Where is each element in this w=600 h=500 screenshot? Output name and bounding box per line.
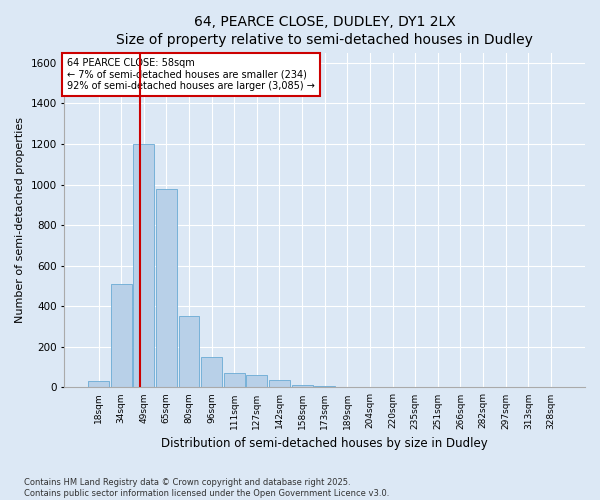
Bar [111,284,131,388]
Bar [247,376,267,388]
Bar [156,188,177,388]
Bar [224,373,245,388]
Y-axis label: Number of semi-detached properties: Number of semi-detached properties [15,117,25,323]
Bar [292,386,313,388]
Title: 64, PEARCE CLOSE, DUDLEY, DY1 2LX
Size of property relative to semi-detached hou: 64, PEARCE CLOSE, DUDLEY, DY1 2LX Size o… [116,15,533,48]
Bar [133,144,154,388]
Bar [88,382,109,388]
Bar [201,357,222,388]
X-axis label: Distribution of semi-detached houses by size in Dudley: Distribution of semi-detached houses by … [161,437,488,450]
Bar [314,386,335,388]
Text: Contains HM Land Registry data © Crown copyright and database right 2025.
Contai: Contains HM Land Registry data © Crown c… [24,478,389,498]
Text: 64 PEARCE CLOSE: 58sqm
← 7% of semi-detached houses are smaller (234)
92% of sem: 64 PEARCE CLOSE: 58sqm ← 7% of semi-deta… [67,58,315,91]
Bar [179,316,199,388]
Bar [269,380,290,388]
